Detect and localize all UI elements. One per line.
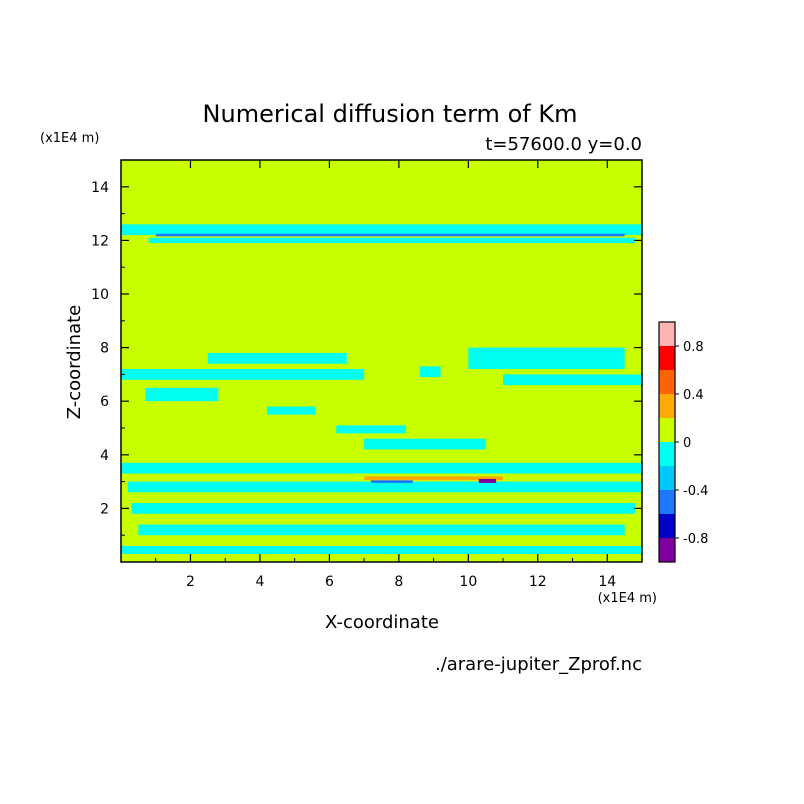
heatmap-cell bbox=[138, 524, 625, 536]
plot-area bbox=[121, 160, 643, 562]
y-tick-label: 10 bbox=[91, 287, 109, 303]
x-unit-label: (x1E4 m) bbox=[598, 591, 657, 606]
heatmap-cell bbox=[503, 374, 642, 386]
source-file-label: ./arare-jupiter_Zprof.nc bbox=[435, 654, 642, 675]
heatmap-cell bbox=[131, 503, 636, 514]
colorbar-tick-label: 0.8 bbox=[683, 340, 704, 355]
heatmap-cell bbox=[336, 425, 406, 434]
colorbar-swatch bbox=[659, 322, 675, 346]
plot-frame bbox=[120, 159, 643, 563]
colorbar-swatch bbox=[659, 514, 675, 538]
y-unit-label: (x1E4 m) bbox=[40, 131, 99, 146]
axes: 2 4 6 8 10 12 14 2 4 6 8 10 12 14 bbox=[91, 159, 643, 590]
colorbar-swatch bbox=[659, 418, 675, 442]
colorbar-tick-label: -0.4 bbox=[683, 484, 708, 499]
colorbar-swatch bbox=[659, 346, 675, 370]
heatmap-cell bbox=[127, 481, 643, 493]
heatmap-cell bbox=[478, 478, 497, 483]
x-tick-label: 12 bbox=[529, 574, 547, 590]
colorbar-swatch bbox=[659, 370, 675, 394]
heatmap-cell bbox=[364, 438, 486, 450]
x-tick-label: 6 bbox=[325, 574, 334, 590]
heatmap-cell bbox=[121, 224, 642, 236]
colorbar-swatch bbox=[659, 538, 675, 562]
x-tick-label: 4 bbox=[255, 574, 264, 590]
heatmap-cell bbox=[148, 237, 636, 244]
colorbar-swatch bbox=[659, 490, 675, 514]
heatmap-cell bbox=[266, 406, 316, 415]
y-tick-label: 12 bbox=[91, 233, 109, 249]
y-tick-label: 6 bbox=[100, 394, 109, 410]
heatmap-cell bbox=[419, 366, 441, 378]
heatmap-cell bbox=[468, 347, 625, 370]
heatmap-cell bbox=[155, 233, 625, 237]
y-tick-label: 2 bbox=[100, 501, 109, 517]
chart-subtitle: t=57600.0 y=0.0 bbox=[485, 134, 642, 155]
colorbar-tick-label: 0 bbox=[683, 436, 691, 451]
heatmap-cell bbox=[207, 352, 347, 364]
y-tick-label: 14 bbox=[91, 180, 109, 196]
y-tick-label: 8 bbox=[100, 341, 109, 357]
colorbar-swatch bbox=[659, 466, 675, 490]
heatmap-cell bbox=[121, 369, 365, 380]
colorbar: -0.8 -0.4 0 0.4 0.8 bbox=[658, 321, 708, 563]
heatmap-cell bbox=[121, 545, 642, 554]
x-axis-label: X-coordinate bbox=[325, 612, 439, 633]
x-tick-label: 8 bbox=[394, 574, 403, 590]
colorbar-tick-label: -0.8 bbox=[683, 532, 708, 547]
heatmap-cell bbox=[364, 476, 504, 481]
colorbar-swatch bbox=[659, 394, 675, 418]
x-tick-label: 10 bbox=[459, 574, 477, 590]
heatmap-cell bbox=[145, 387, 219, 402]
heatmap-cell bbox=[371, 480, 413, 483]
x-tick-label: 14 bbox=[598, 574, 616, 590]
heatmap-cell bbox=[121, 462, 642, 474]
colorbar-tick-label: 0.4 bbox=[683, 388, 704, 403]
y-axis-label: Z-coordinate bbox=[64, 305, 85, 420]
x-tick-label: 2 bbox=[186, 574, 195, 590]
y-tick-label: 4 bbox=[100, 448, 109, 464]
colorbar-swatch bbox=[659, 442, 675, 466]
chart-title: Numerical diffusion term of Km bbox=[203, 100, 578, 128]
